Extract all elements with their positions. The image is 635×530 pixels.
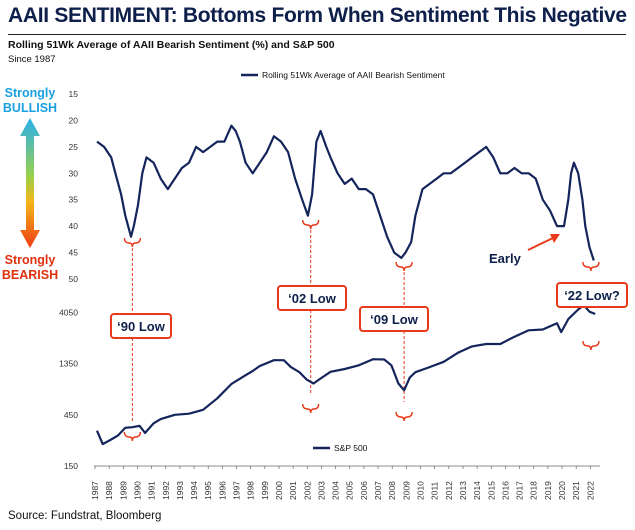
sentiment-tick-label: 15 <box>69 89 79 99</box>
year-axis: 1987 1988 1989 1990 1991 1992 1993 1994 1995 1996… <box>90 466 595 500</box>
source-note: Source: Fundstrat, Bloomberg <box>8 510 162 522</box>
title-rule <box>8 34 626 35</box>
year-tick-label: 1996 <box>217 481 227 500</box>
sp500-tick-label: 450 <box>64 410 78 420</box>
callout-90-box <box>110 313 172 339</box>
sp500-tick-label: 150 <box>64 461 78 471</box>
low-brace-bottom <box>123 431 142 442</box>
year-tick-label: 2018 <box>529 481 539 500</box>
year-tick-label: 1989 <box>118 481 128 500</box>
sp500-axis: 150 450 1350 4050 <box>59 307 78 471</box>
callout-09-box <box>359 306 429 332</box>
sentiment-tick-label: 20 <box>69 115 79 125</box>
sp500-series-line <box>95 304 596 446</box>
legend-sentiment: Rolling 51Wk Average of AAII Bearish Sen… <box>241 70 445 80</box>
year-tick-label: 2012 <box>444 481 454 500</box>
year-tick-label: 2007 <box>373 481 383 500</box>
year-tick-label: 2021 <box>571 481 581 500</box>
year-tick-label: 2004 <box>331 481 341 500</box>
year-tick-label: 2009 <box>401 481 411 500</box>
sentiment-scale-arrow-icon <box>20 118 40 248</box>
low-brace-bottom <box>395 411 413 422</box>
year-tick-label: 2020 <box>557 481 567 500</box>
early-arrow-line <box>527 236 556 251</box>
year-tick-label: 2008 <box>387 481 397 500</box>
legend-sp500-label: S&P 500 <box>334 443 368 453</box>
low-brace-top <box>302 219 320 230</box>
bearish-label: Strongly BEARISH <box>0 253 60 283</box>
year-tick-label: 2002 <box>302 481 312 500</box>
low-guides <box>123 219 600 442</box>
year-tick-label: 2010 <box>416 481 426 500</box>
early-arrow-head <box>550 234 560 243</box>
sentiment-tick-label: 50 <box>69 274 79 284</box>
low-brace-bottom <box>302 403 320 414</box>
low-brace-top <box>582 261 600 272</box>
sentiment-axis: 15 20 25 30 35 40 45 50 <box>69 89 79 284</box>
sentiment-series-line <box>96 124 595 261</box>
callout-90-text: ‘90 Low <box>117 319 166 334</box>
legend-sentiment-label: Rolling 51Wk Average of AAII Bearish Sen… <box>262 70 445 80</box>
callout-02-box <box>277 285 347 311</box>
year-tick-label: 2022 <box>585 481 595 500</box>
year-tick-label: 1988 <box>104 481 114 500</box>
callout-90-low: ‘90 Low <box>110 313 172 339</box>
sentiment-tick-label: 25 <box>69 142 79 152</box>
low-brace-bottom <box>582 340 600 351</box>
bearish-label-top: Strongly <box>4 253 56 267</box>
sentiment-tick-label: 40 <box>69 221 79 231</box>
early-annotation: Early <box>489 234 560 266</box>
year-tick-label: 2016 <box>500 481 510 500</box>
year-tick-label: 2005 <box>345 481 355 500</box>
page-title: AAII SENTIMENT: Bottoms Form When Sentim… <box>8 4 627 27</box>
year-tick-label: 2006 <box>359 481 369 500</box>
chart-subtitle: Rolling 51Wk Average of AAII Bearish Sen… <box>8 39 335 51</box>
year-tick-label: 1991 <box>147 481 157 500</box>
chart-since-note: Since 1987 <box>8 54 56 65</box>
bullish-label-bottom: BULLISH <box>2 101 58 115</box>
year-tick-label: 1993 <box>175 481 185 500</box>
sentiment-tick-label: 30 <box>69 168 79 178</box>
year-tick-label: 2001 <box>288 481 298 500</box>
callout-02-text: ‘02 Low <box>288 291 337 306</box>
sp500-tick-label: 1350 <box>59 359 78 369</box>
year-tick-label: 2013 <box>458 481 468 500</box>
sp500-tick-label: 4050 <box>59 307 78 317</box>
callout-09-text: ‘09 Low <box>370 312 419 327</box>
callout-22-text: ‘22 Low? <box>564 288 620 303</box>
year-tick-label: 1994 <box>189 481 199 500</box>
sentiment-tick-label: 45 <box>69 248 79 258</box>
callout-09-low: ‘09 Low <box>359 306 429 332</box>
year-tick-label: 2019 <box>543 481 553 500</box>
bullish-label: Strongly BULLISH <box>0 86 60 116</box>
callout-22-low: ‘22 Low? <box>556 282 628 308</box>
bearish-label-bottom: BEARISH <box>1 268 59 282</box>
callout-22-box <box>556 282 628 308</box>
year-tick-label: 1987 <box>90 481 100 500</box>
legend-sp500: S&P 500 <box>313 443 368 453</box>
year-tick-label: 1990 <box>132 481 142 500</box>
low-brace-top <box>123 237 142 248</box>
low-brace-top <box>395 261 413 272</box>
year-tick-label: 2011 <box>430 481 440 500</box>
year-tick-label: 1999 <box>260 481 270 500</box>
year-tick-label: 2015 <box>486 481 496 500</box>
year-tick-label: 2014 <box>472 481 482 500</box>
bullish-label-top: Strongly <box>4 86 56 100</box>
year-tick-label: 1995 <box>203 481 213 500</box>
year-tick-label: 2000 <box>274 481 284 500</box>
year-tick-label: 1997 <box>232 481 242 500</box>
year-tick-label: 2017 <box>515 481 525 500</box>
sentiment-tick-label: 35 <box>69 195 79 205</box>
year-tick-label: 1998 <box>246 481 256 500</box>
callouts: ‘90 Low ‘02 Low ‘09 Low ‘22 Low? <box>110 282 628 339</box>
callout-02-low: ‘02 Low <box>277 285 347 311</box>
year-tick-label: 2003 <box>316 481 326 500</box>
early-label: Early <box>489 251 522 266</box>
year-tick-label: 1992 <box>161 481 171 500</box>
